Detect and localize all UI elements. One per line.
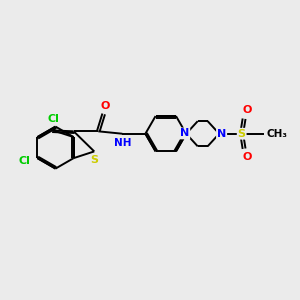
Text: N: N bbox=[217, 129, 226, 139]
Text: O: O bbox=[100, 100, 110, 110]
Text: Cl: Cl bbox=[19, 156, 31, 166]
Text: S: S bbox=[238, 129, 246, 139]
Text: S: S bbox=[90, 155, 98, 165]
Text: O: O bbox=[242, 152, 252, 162]
Text: Cl: Cl bbox=[47, 114, 59, 124]
Text: NH: NH bbox=[113, 138, 131, 148]
Text: N: N bbox=[180, 128, 189, 138]
Text: O: O bbox=[242, 105, 252, 115]
Text: CH₃: CH₃ bbox=[266, 129, 287, 139]
